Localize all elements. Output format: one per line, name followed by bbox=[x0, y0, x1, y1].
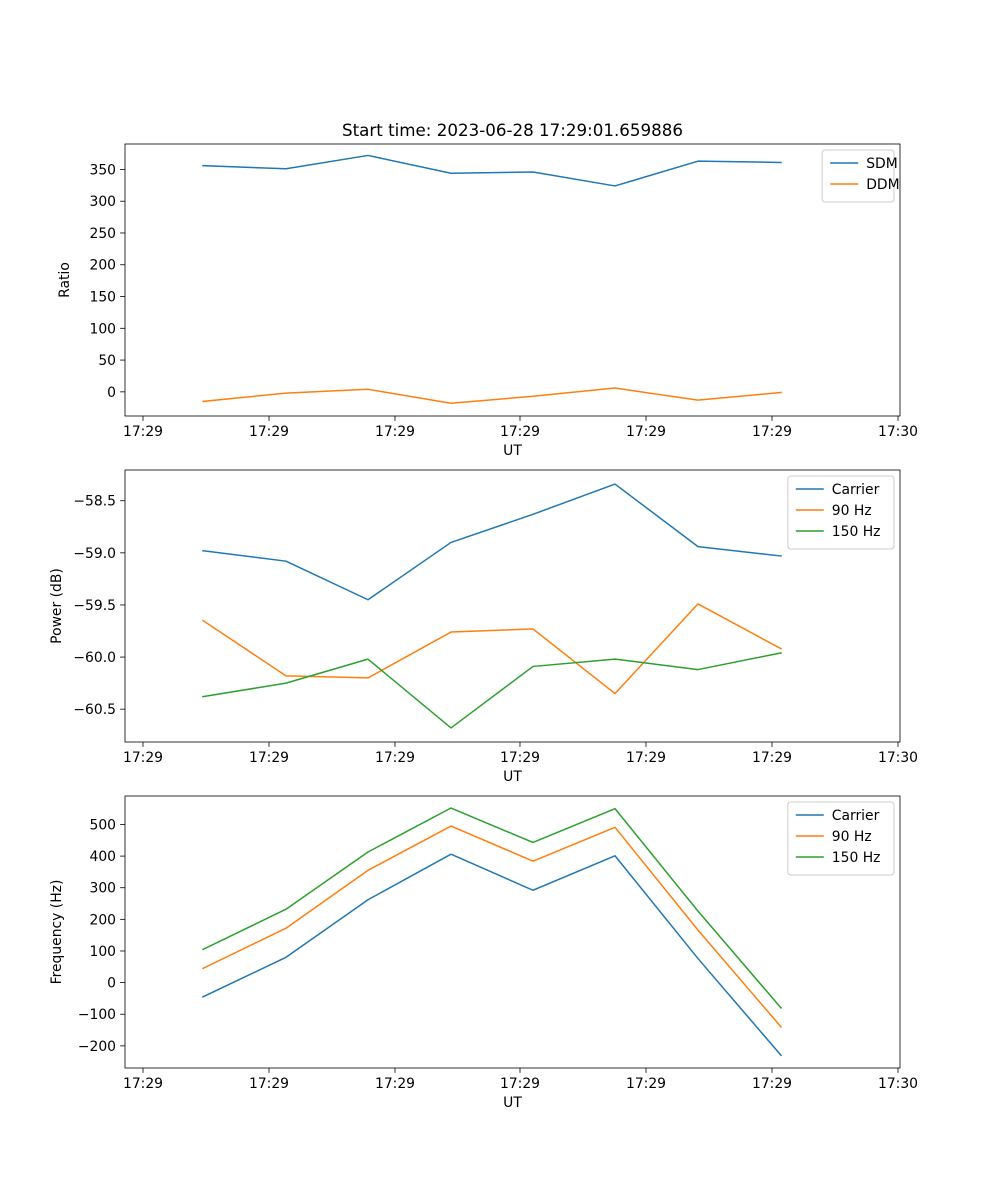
series-line-carrier bbox=[202, 483, 782, 601]
legend-label: Carrier bbox=[832, 808, 880, 824]
y-axis-label: Power (dB) bbox=[49, 568, 65, 644]
x-tick-label: 17:29 bbox=[500, 1076, 540, 1092]
y-tick-label: −59.0 bbox=[73, 546, 116, 562]
x-tick-label: 17:29 bbox=[123, 750, 163, 766]
x-axis-label: UT bbox=[503, 769, 522, 785]
x-tick-label: 17:29 bbox=[500, 424, 540, 440]
x-axis-label: UT bbox=[503, 1095, 522, 1111]
legend-label: SDM bbox=[866, 156, 898, 172]
y-tick-label: 0 bbox=[107, 976, 116, 992]
y-tick-label: −59.5 bbox=[73, 598, 116, 614]
y-tick-label: 50 bbox=[98, 353, 116, 369]
series-line-150-hz bbox=[202, 652, 782, 729]
x-tick-label: 17:29 bbox=[752, 750, 792, 766]
y-tick-label: −200 bbox=[78, 1039, 116, 1055]
legend: Carrier 90 Hz 150 Hz bbox=[787, 475, 895, 550]
y-tick-label: 400 bbox=[89, 849, 116, 865]
y-tick-label: 300 bbox=[89, 194, 116, 210]
x-tick-label: 17:29 bbox=[375, 750, 415, 766]
y-tick-label: −60.0 bbox=[73, 650, 116, 666]
x-tick-label: 17:29 bbox=[249, 1076, 289, 1092]
y-tick-label: −60.5 bbox=[73, 702, 116, 718]
legend-label: 90 Hz bbox=[832, 829, 872, 845]
y-tick-label: 350 bbox=[89, 162, 116, 178]
y-tick-label: 200 bbox=[89, 258, 116, 274]
axes-frame bbox=[124, 795, 901, 1069]
x-axis-label: UT bbox=[503, 443, 522, 459]
axes-frame bbox=[124, 143, 901, 417]
series-line-90-hz bbox=[201, 825, 783, 1028]
y-tick-label: 250 bbox=[89, 226, 116, 242]
legend-label: 90 Hz bbox=[832, 503, 872, 519]
x-tick-label: 17:29 bbox=[626, 750, 666, 766]
y-tick-label: 0 bbox=[107, 385, 116, 401]
series-line-150-hz bbox=[201, 807, 783, 1009]
y-tick-label: 150 bbox=[89, 290, 116, 306]
series-line-sdm bbox=[202, 154, 782, 187]
x-tick-label: 17:29 bbox=[626, 424, 666, 440]
legend-label: DDM bbox=[866, 177, 899, 193]
x-tick-label: 17:29 bbox=[500, 750, 540, 766]
legend-label: 150 Hz bbox=[832, 524, 881, 540]
y-tick-label: −58.5 bbox=[73, 494, 116, 510]
x-tick-label: 17:29 bbox=[123, 1076, 163, 1092]
series-line-90-hz bbox=[201, 603, 783, 695]
legend-label: 150 Hz bbox=[832, 850, 881, 866]
chart-panel-2: 17:29 17:29 17:29 17:29 17:29 17:29 17:30 −60.5… bbox=[49, 469, 918, 785]
y-tick-label: 200 bbox=[89, 912, 116, 928]
series-line-ddm bbox=[202, 387, 782, 405]
legend: SDM DDM bbox=[821, 149, 900, 203]
legend-label: Carrier bbox=[832, 482, 880, 498]
y-axis-label: Ratio bbox=[57, 262, 73, 298]
legend: Carrier 90 Hz 150 Hz bbox=[787, 801, 895, 876]
x-tick-label: 17:30 bbox=[878, 1076, 918, 1092]
x-tick-label: 17:29 bbox=[249, 750, 289, 766]
x-tick-label: 17:29 bbox=[375, 1076, 415, 1092]
x-tick-label: 17:29 bbox=[123, 424, 163, 440]
x-tick-label: 17:29 bbox=[375, 424, 415, 440]
chart-panel-3: 17:29 17:29 17:29 17:29 17:29 17:29 17:30 −200 −… bbox=[49, 795, 918, 1111]
y-tick-label: 500 bbox=[89, 817, 116, 833]
axes-frame bbox=[124, 469, 901, 743]
x-tick-label: 17:29 bbox=[752, 424, 792, 440]
y-tick-label: 300 bbox=[89, 881, 116, 897]
series-line-carrier bbox=[202, 853, 783, 1057]
y-tick-label: 100 bbox=[89, 321, 116, 337]
chart-panel-1: Start time: 2023-06-28 17:29:01.659886 17… bbox=[57, 120, 918, 459]
x-tick-label: 17:30 bbox=[878, 424, 918, 440]
x-tick-label: 17:29 bbox=[626, 1076, 666, 1092]
y-tick-label: −100 bbox=[78, 1007, 116, 1023]
x-tick-label: 17:30 bbox=[878, 750, 918, 766]
x-tick-label: 17:29 bbox=[249, 424, 289, 440]
y-axis-label: Frequency (Hz) bbox=[49, 880, 65, 985]
y-tick-label: 100 bbox=[89, 944, 116, 960]
x-tick-label: 17:29 bbox=[752, 1076, 792, 1092]
chart-title: Start time: 2023-06-28 17:29:01.659886 bbox=[342, 120, 683, 140]
